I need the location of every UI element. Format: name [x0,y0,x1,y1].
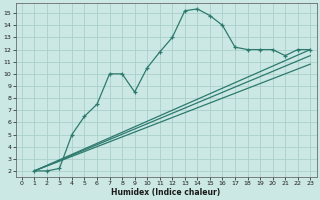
X-axis label: Humidex (Indice chaleur): Humidex (Indice chaleur) [111,188,221,197]
